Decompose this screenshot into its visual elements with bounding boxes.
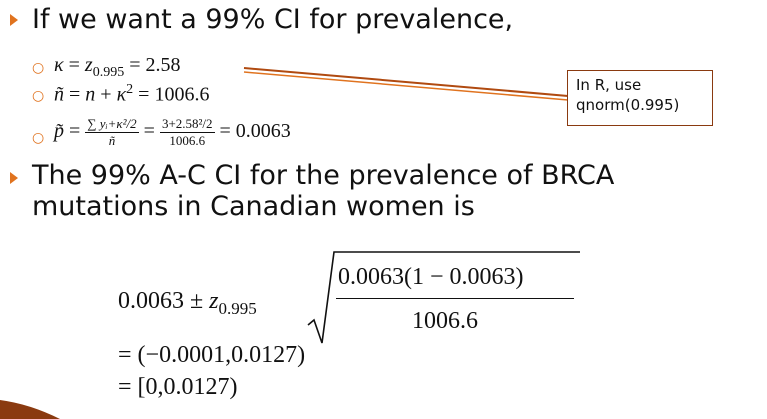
fraction-denominator: 1006.6 (169, 133, 206, 148)
bullet-arrow-icon (10, 172, 18, 184)
sqrt-fraction-bar (336, 298, 574, 299)
fraction-formula: ∑ yᵢ+κ²/2 ñ (85, 116, 139, 149)
ptilde-value: = 0.0063 (214, 120, 291, 143)
bullet-1: If we want a 99% CI for prevalence, (32, 4, 514, 35)
bullet-2-line-1: The 99% A-C CI for the prevalence of BRC… (32, 160, 615, 191)
connector-line-shadow (243, 71, 569, 101)
sub-bullet-ptilde: p̃ = ∑ yᵢ+κ²/2 ñ = 3+2.58²/2 1006.6 = 0.00… (54, 116, 291, 149)
fraction-denominator: ñ (108, 133, 116, 148)
plus: + (95, 83, 117, 106)
kappa-symbol: κ (116, 83, 127, 106)
sub-bullet-dot-icon: ○ (32, 60, 45, 76)
z-symbol: z (84, 54, 93, 76)
n-symbol: n (85, 83, 96, 106)
sub-bullet-dot-icon: ○ (32, 88, 45, 104)
sub-bullet-dot-icon: ○ (32, 130, 45, 146)
kappa-symbol: κ (54, 54, 64, 76)
sqrt-numerator: 0.0063(1 − 0.0063) (338, 264, 524, 290)
equals: = (138, 120, 160, 143)
callout-line-2: qnorm(0.995) (576, 96, 680, 114)
z-subscript: 0.995 (218, 298, 257, 318)
kappa-value: = 2.58 (124, 54, 181, 76)
r-tip-callout: In R, use qnorm(0.995) (567, 70, 713, 126)
equals: = (64, 83, 86, 106)
sqrt-radical-icon (307, 251, 580, 344)
square-exponent: 2 (126, 82, 134, 97)
callout-line-1: In R, use (576, 76, 642, 94)
connector-line (243, 67, 569, 97)
swoosh-shape (0, 400, 60, 419)
z-symbol: z (209, 288, 219, 314)
ntilde-symbol: ñ (54, 83, 64, 106)
sub-bullet-ntilde: ñ = n + κ2 = 1006.6 (54, 82, 209, 107)
equals: = (63, 54, 85, 76)
ci-result-line: = (−0.0001,0.0127) (118, 342, 306, 368)
ci-formula-lead: 0.0063 ± z0.995 (118, 288, 257, 319)
ptilde-symbol: p̃ (54, 120, 64, 143)
ntilde-value: = 1006.6 (133, 83, 210, 106)
bullet-2-line-2: mutations in Canadian women is (32, 191, 475, 222)
sub-bullet-kappa: κ = z0.995 = 2.58 (54, 54, 180, 81)
fraction-numerator: 3+2.58²/2 (159, 116, 215, 133)
z-subscript: 0.995 (92, 65, 125, 80)
fraction-numerator: ∑ yᵢ+κ²/2 (85, 116, 139, 133)
ci-truncated-line: = [0,0.0127) (118, 374, 238, 400)
estimate-plus-minus: 0.0063 ± (118, 288, 210, 314)
sqrt-denominator: 1006.6 (412, 308, 478, 334)
fraction-numeric: 3+2.58²/2 1006.6 (159, 116, 215, 149)
equals: = (64, 120, 86, 143)
bullet-arrow-icon (10, 14, 18, 26)
